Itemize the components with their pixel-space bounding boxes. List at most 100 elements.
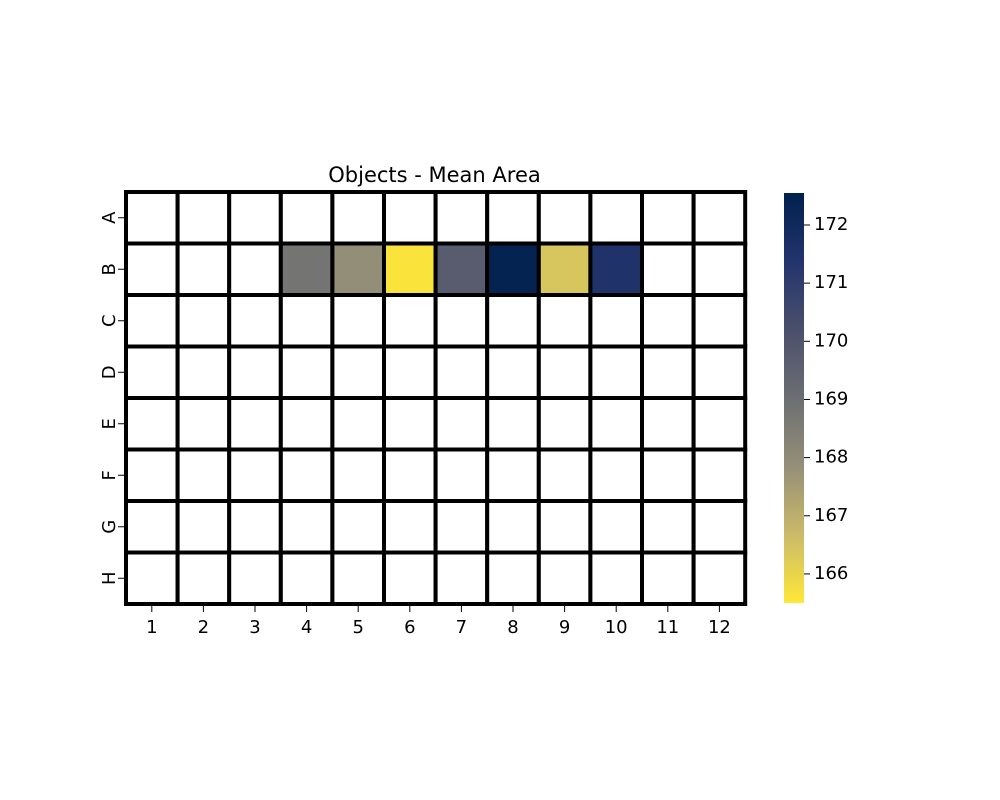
heatmap-cell-E4 [278, 396, 335, 452]
heatmap-cell-H1 [124, 550, 180, 606]
heatmap-cell-D10 [588, 344, 645, 400]
heatmap-cell-H5 [330, 550, 386, 606]
y-tick-label: C [99, 314, 120, 327]
y-tick-label: F [99, 470, 120, 480]
heatmap-cell-F6 [382, 447, 438, 503]
heatmap-cell-F4 [278, 447, 335, 503]
heatmap-cell-B6 [382, 241, 438, 297]
heatmap-cell-C2 [175, 293, 232, 349]
colorbar-tick-label: 172 [814, 214, 848, 235]
heatmap-cell-C10 [588, 293, 645, 349]
heatmap-cell-G4 [278, 499, 335, 555]
heatmap-cell-C9 [536, 293, 593, 349]
heatmap-cell-G3 [227, 499, 283, 555]
heatmap-cell-A4 [278, 190, 335, 246]
heatmap-cell-C11 [640, 293, 696, 349]
heatmap-cell-G10 [588, 499, 645, 555]
heatmap-cell-E8 [485, 396, 541, 452]
heatmap-cell-H3 [227, 550, 283, 606]
x-tick-label: 8 [507, 617, 518, 638]
colorbar-tick-label: 169 [814, 388, 848, 409]
heatmap-cell-H6 [382, 550, 438, 606]
colorbar-tick-label: 166 [814, 563, 848, 584]
y-tick-label: G [99, 520, 120, 534]
x-tick-label: 9 [559, 617, 570, 638]
heatmap-cell-B10 [588, 241, 645, 297]
x-tick-label: 12 [708, 617, 731, 638]
x-tick-label: 6 [404, 617, 415, 638]
heatmap-cell-G12 [691, 499, 748, 555]
heatmap-cell-F1 [124, 447, 180, 503]
y-axis: A B C D E F G H [99, 211, 124, 585]
heatmap-cell-E10 [588, 396, 645, 452]
heatmap-cell-D2 [175, 344, 232, 400]
heatmap-cell-E11 [640, 396, 696, 452]
heatmap-cell-E9 [536, 396, 593, 452]
heatmap-cell-F8 [485, 447, 541, 503]
heatmap-cell-A5 [330, 190, 386, 246]
colorbar-tick-label: 168 [814, 447, 848, 468]
y-tick-label: A [99, 211, 120, 224]
heatmap-cell-B11 [640, 241, 696, 297]
heatmap-cell-B4 [278, 241, 335, 297]
heatmap-cell-D9 [536, 344, 593, 400]
heatmap-cell-A10 [588, 190, 645, 246]
heatmap-cell-B12 [691, 241, 748, 297]
x-tick-label: 4 [301, 617, 312, 638]
y-tick-label: B [99, 263, 120, 275]
heatmap-cell-E2 [175, 396, 232, 452]
heatmap-cell-D8 [485, 344, 541, 400]
heatmap-cell-G9 [536, 499, 593, 555]
chart-title: Objects - Mean Area [328, 163, 540, 187]
heatmap-cell-E7 [433, 396, 490, 452]
heatmap-cell-G7 [433, 499, 490, 555]
heatmap-cell-E12 [691, 396, 748, 452]
x-tick-label: 7 [456, 617, 467, 638]
heatmap-cell-E6 [382, 396, 438, 452]
colorbar-tick-label: 170 [814, 330, 848, 351]
heatmap-cell-B7 [433, 241, 490, 297]
heatmap-cell-A9 [536, 190, 593, 246]
heatmap-cell-H2 [175, 550, 232, 606]
heatmap-cell-H4 [278, 550, 335, 606]
heatmap-cell-F10 [588, 447, 645, 503]
heatmap-cell-A2 [175, 190, 232, 246]
heatmap-cell-B8 [485, 241, 541, 297]
heatmap-cell-B1 [124, 241, 180, 297]
y-tick-label: H [99, 571, 120, 585]
heatmap-cell-G8 [485, 499, 541, 555]
x-tick-label: 11 [656, 617, 679, 638]
heatmap-cell-G11 [640, 499, 696, 555]
heatmap-cell-F12 [691, 447, 748, 503]
colorbar-gradient [784, 193, 804, 603]
heatmap-cell-A3 [227, 190, 283, 246]
heatmap-cell-A12 [691, 190, 748, 246]
heatmap-cell-F3 [227, 447, 283, 503]
heatmap-cell-C5 [330, 293, 386, 349]
heatmap-cell-E1 [124, 396, 180, 452]
x-tick-label: 5 [352, 617, 363, 638]
y-tick-label: D [99, 365, 120, 379]
x-tick-label: 3 [249, 617, 260, 638]
heatmap-cell-A6 [382, 190, 438, 246]
heatmap-cell-G2 [175, 499, 232, 555]
x-tick-label: 1 [146, 617, 157, 638]
heatmap-cell-B9 [536, 241, 593, 297]
heatmap-cell-H12 [691, 550, 748, 606]
colorbar: 166 167 168 169 170 171 172 [784, 193, 848, 603]
heatmap-cell-C6 [382, 293, 438, 349]
colorbar-tick-label: 171 [814, 272, 848, 293]
colorbar-tick-label: 167 [814, 505, 848, 526]
heatmap-cell-F5 [330, 447, 386, 503]
heatmap-cell-H11 [640, 550, 696, 606]
heatmap-cell-C4 [278, 293, 335, 349]
heatmap-cell-A11 [640, 190, 696, 246]
y-tick-label: E [99, 418, 120, 429]
heatmap-cell-F9 [536, 447, 593, 503]
x-axis: 1 2 3 4 5 6 7 8 9 10 11 12 [146, 606, 731, 638]
heatmap-cell-E3 [227, 396, 283, 452]
heatmap-cell-C1 [124, 293, 180, 349]
heatmap-cell-C3 [227, 293, 283, 349]
heatmap-cells [124, 190, 748, 606]
